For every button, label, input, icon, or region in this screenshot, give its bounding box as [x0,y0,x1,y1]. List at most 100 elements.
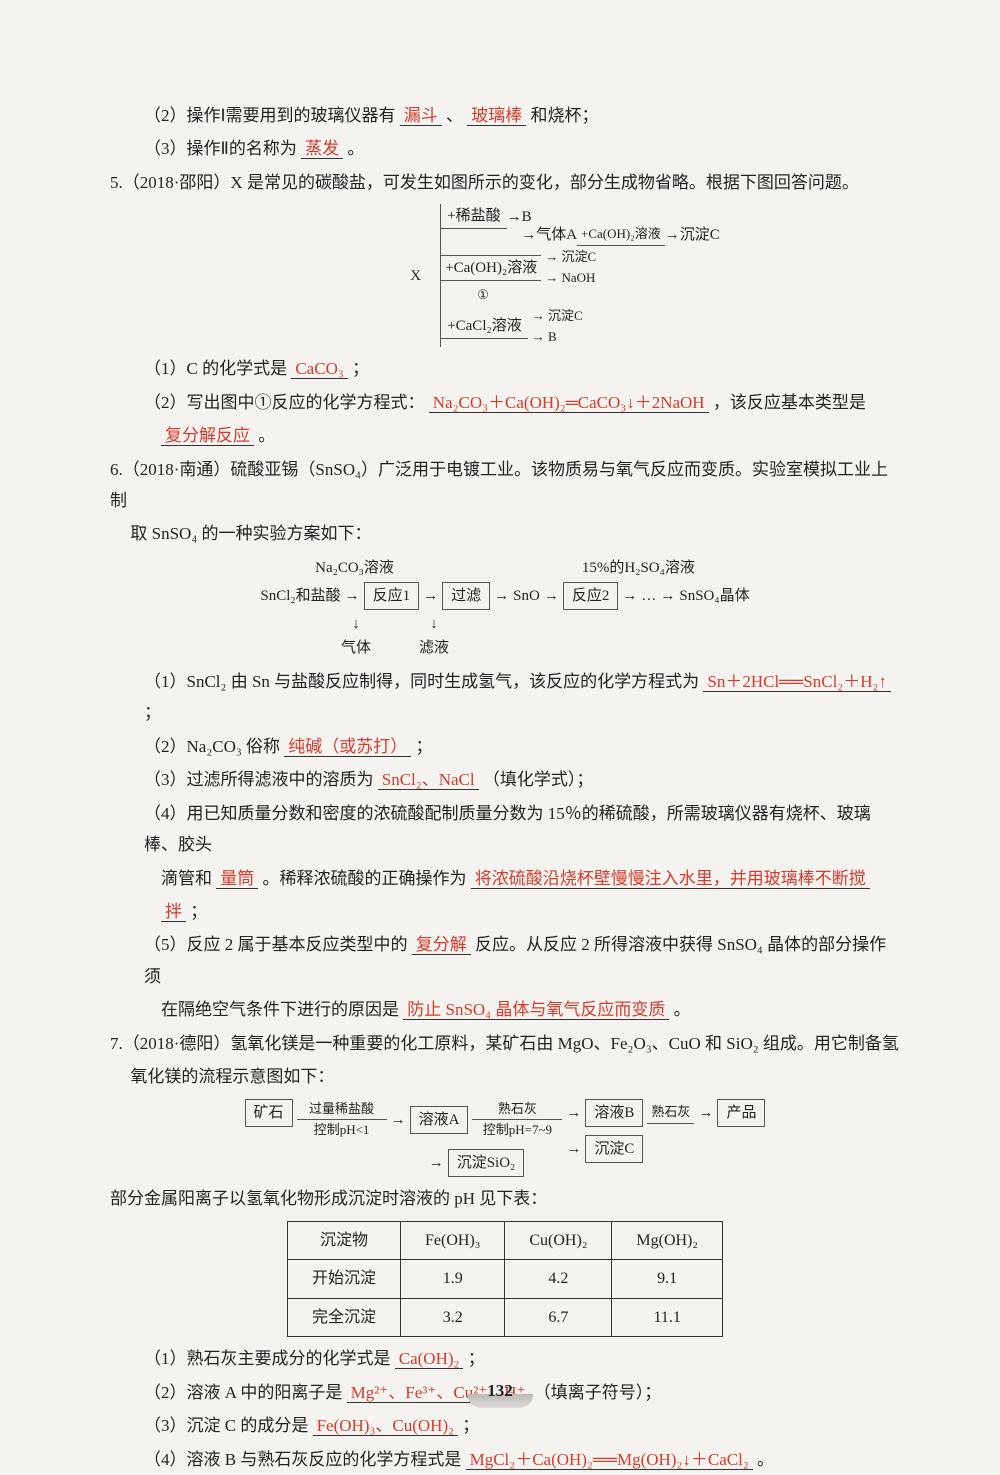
page-number-label: 132 [473,1373,527,1408]
table-row: 完全沉淀 3.2 6.7 11.1 [288,1298,723,1337]
text: （1）熟石灰主要成分的化学式是 [144,1349,391,1368]
label: 气体 [341,636,371,660]
answer: 蒸发 [301,139,343,159]
text: ； [190,902,207,921]
q5-p1: （1）C 的化学式是 CaCO₃ ； [110,353,900,384]
text: （5）反应 2 属于基本反应类型中的 [144,935,408,954]
text: 。 [674,1000,691,1019]
label: SnCl₂和盐酸 [260,584,340,608]
text: ，该反应基本类型是 [713,393,866,412]
text: ； [462,1416,479,1435]
arrow-icon: → [665,223,680,247]
cell: 11.1 [612,1298,723,1337]
answer: SnCl₂、NaCl [378,770,479,790]
page-number: 132 [473,1373,527,1408]
text: （2）Na₂CO₃ 俗称 [144,737,280,756]
text: 。 [757,1450,774,1469]
cell: Fe(OH)₃ [401,1221,505,1260]
text: （2）操作Ⅰ需要用到的玻璃仪器有 [144,106,396,125]
answer: MgCl₂＋Ca(OH)₂══Mg(OH)₂↓＋CaCl₂ [466,1450,753,1470]
label: 沉淀C [680,223,720,247]
text: （2）溶液 A 中的阳离子是 [144,1383,342,1402]
arrow-icon: → [345,584,360,608]
label: 控制pH<1 [314,1120,370,1141]
cell: 4.2 [505,1260,612,1299]
text: （填化学式）； [483,770,594,789]
box: 溶液A [410,1106,469,1134]
answer: 复分解 [412,935,471,955]
arrow-icon: → [660,584,675,608]
box: 溶液B [585,1099,643,1127]
text: （2）写出图中①反应的化学方程式： [144,393,425,412]
arrow-icon: → [507,205,522,229]
box: 沉淀SiO₂ [448,1149,525,1177]
box: 产品 [717,1099,765,1127]
ph-table: 沉淀物 Fe(OH)₃ Cu(OH)₂ Mg(OH)₂ 开始沉淀 1.9 4.2… [287,1221,723,1338]
cell: Cu(OH)₂ [505,1221,612,1260]
q7-p3: （3）沉淀 C 的成分是 Fe(OH)₃、Cu(OH)₂ ； [110,1410,900,1441]
label: +Ca(OH)₂溶液 [577,224,665,246]
arrow-icon: → [566,1101,581,1125]
arrow-icon: → [532,329,545,344]
q6-p3: （3）过滤所得滤液中的溶质为 SnCl₂、NaCl （填化学式）； [110,764,900,795]
text: 。稀释浓硫酸的正确操作为 [263,869,467,888]
answer: 玻璃棒 [467,106,526,126]
q6-intro1: 6.（2018·南通）硫酸亚锡（SnSO₄）广泛用于电镀工业。该物质易与氧气反应… [110,454,900,517]
arrow-icon: → [544,584,559,608]
label: SnO [513,584,540,608]
table-row: 沉淀物 Fe(OH)₃ Cu(OH)₂ Mg(OH)₂ [288,1221,723,1260]
q6-p5: （5）反应 2 属于基本反应类型中的 复分解 反应。从反应 2 所得溶液中获得 … [110,929,900,992]
text: （3）操作Ⅱ的名称为 [144,139,297,158]
answer: Sn＋2HCl══SnCl₂＋H₂↑ [703,672,891,692]
cell: 6.7 [505,1298,612,1337]
arrow-icon: → [521,223,536,247]
text: （1）C 的化学式是 [144,359,287,378]
arrow-icon: → [532,308,545,323]
label: 滤液 [419,636,449,660]
label: B [548,329,557,344]
label-X: X [410,264,421,288]
q4-part3: （3）操作Ⅱ的名称为 蒸发 。 [110,133,900,164]
q6-p1: （1）SnCl₂ 由 Sn 与盐酸反应制得，同时生成氢气，该反应的化学方程式为 … [110,666,900,729]
text: （3）过滤所得滤液中的溶质为 [144,770,374,789]
answer: Na₂CO₃＋Ca(OH)₂═CaCO₃↓＋2NaOH [429,393,709,413]
q6-diagram: Na₂CO₃溶液 15%的H₂SO₄溶液 SnCl₂和盐酸 → 反应1 → 过滤… [110,556,900,660]
q6-intro2: 取 SnSO₄ 的一种实验方案如下： [110,518,900,549]
arrow-icon: ↓ [430,612,438,636]
box: 沉淀C [585,1135,643,1163]
q5-diagram: X +稀盐酸 → B → 气体A +Ca(OH)₂溶液 → 沉淀C +Ca(OH… [110,204,900,347]
arrow-icon: → [545,249,558,264]
answer: 漏斗 [400,106,442,126]
q5-intro: 5.（2018·邵阳）X 是常见的碳酸盐，可发生如图所示的变化，部分生成物省略。… [110,167,900,198]
q6-p5-l2: 在隔绝空气条件下进行的原因是 防止 SnSO₄ 晶体与氧气反应而变质 。 [110,994,900,1025]
label: +CaCl₂溶液 [441,314,528,339]
q6-p4-l1: （4）用已知质量分数和密度的浓硫酸配制质量分数为 15％的稀硫酸，所需玻璃仪器有… [110,798,900,861]
box: 过滤 [442,582,490,610]
arrow-icon: → [698,1101,713,1125]
label: +稀盐酸 [441,204,506,229]
q6-p2: （2）Na₂CO₃ 俗称 纯碱（或苏打） ； [110,731,900,762]
text: ； [416,737,433,756]
text: 滴管和 [161,869,212,888]
cell: Mg(OH)₂ [612,1221,723,1260]
label: 控制pH=7~9 [483,1120,552,1141]
box: 反应2 [563,582,619,610]
q4-part2: （2）操作Ⅰ需要用到的玻璃仪器有 漏斗 、 玻璃棒 和烧杯； [110,100,900,131]
table-row: 开始沉淀 1.9 4.2 9.1 [288,1260,723,1299]
text: （3）沉淀 C 的成分是 [144,1416,308,1435]
cell: 3.2 [401,1298,505,1337]
text: 和烧杯； [531,106,599,125]
text: ； [468,1349,485,1368]
arrow-icon: ↓ [352,612,360,636]
text: 、 [446,106,463,125]
arrow-icon: → [494,584,509,608]
q7-intro1: 7.（2018·德阳）氢氧化镁是一种重要的化工原料，某矿石由 MgO、Fe₂O₃… [110,1028,900,1059]
q7-diagram: 矿石 过量稀盐酸 控制pH<1 → 溶液A 熟石灰 控制pH=7~9 → 沉淀S… [110,1099,900,1178]
text: 。 [258,426,275,445]
q5-p2: （2）写出图中①反应的化学方程式： Na₂CO₃＋Ca(OH)₂═CaCO₃↓＋… [110,387,900,418]
answer: 纯碱（或苏打） [284,737,411,757]
cell: 1.9 [401,1260,505,1299]
q7-p4: （4）溶液 B 与熟石灰反应的化学方程式是 MgCl₂＋Ca(OH)₂══Mg(… [110,1444,900,1475]
label: 熟石灰 [498,1099,537,1120]
q6-p4-l3: 拌 ； [110,896,900,927]
